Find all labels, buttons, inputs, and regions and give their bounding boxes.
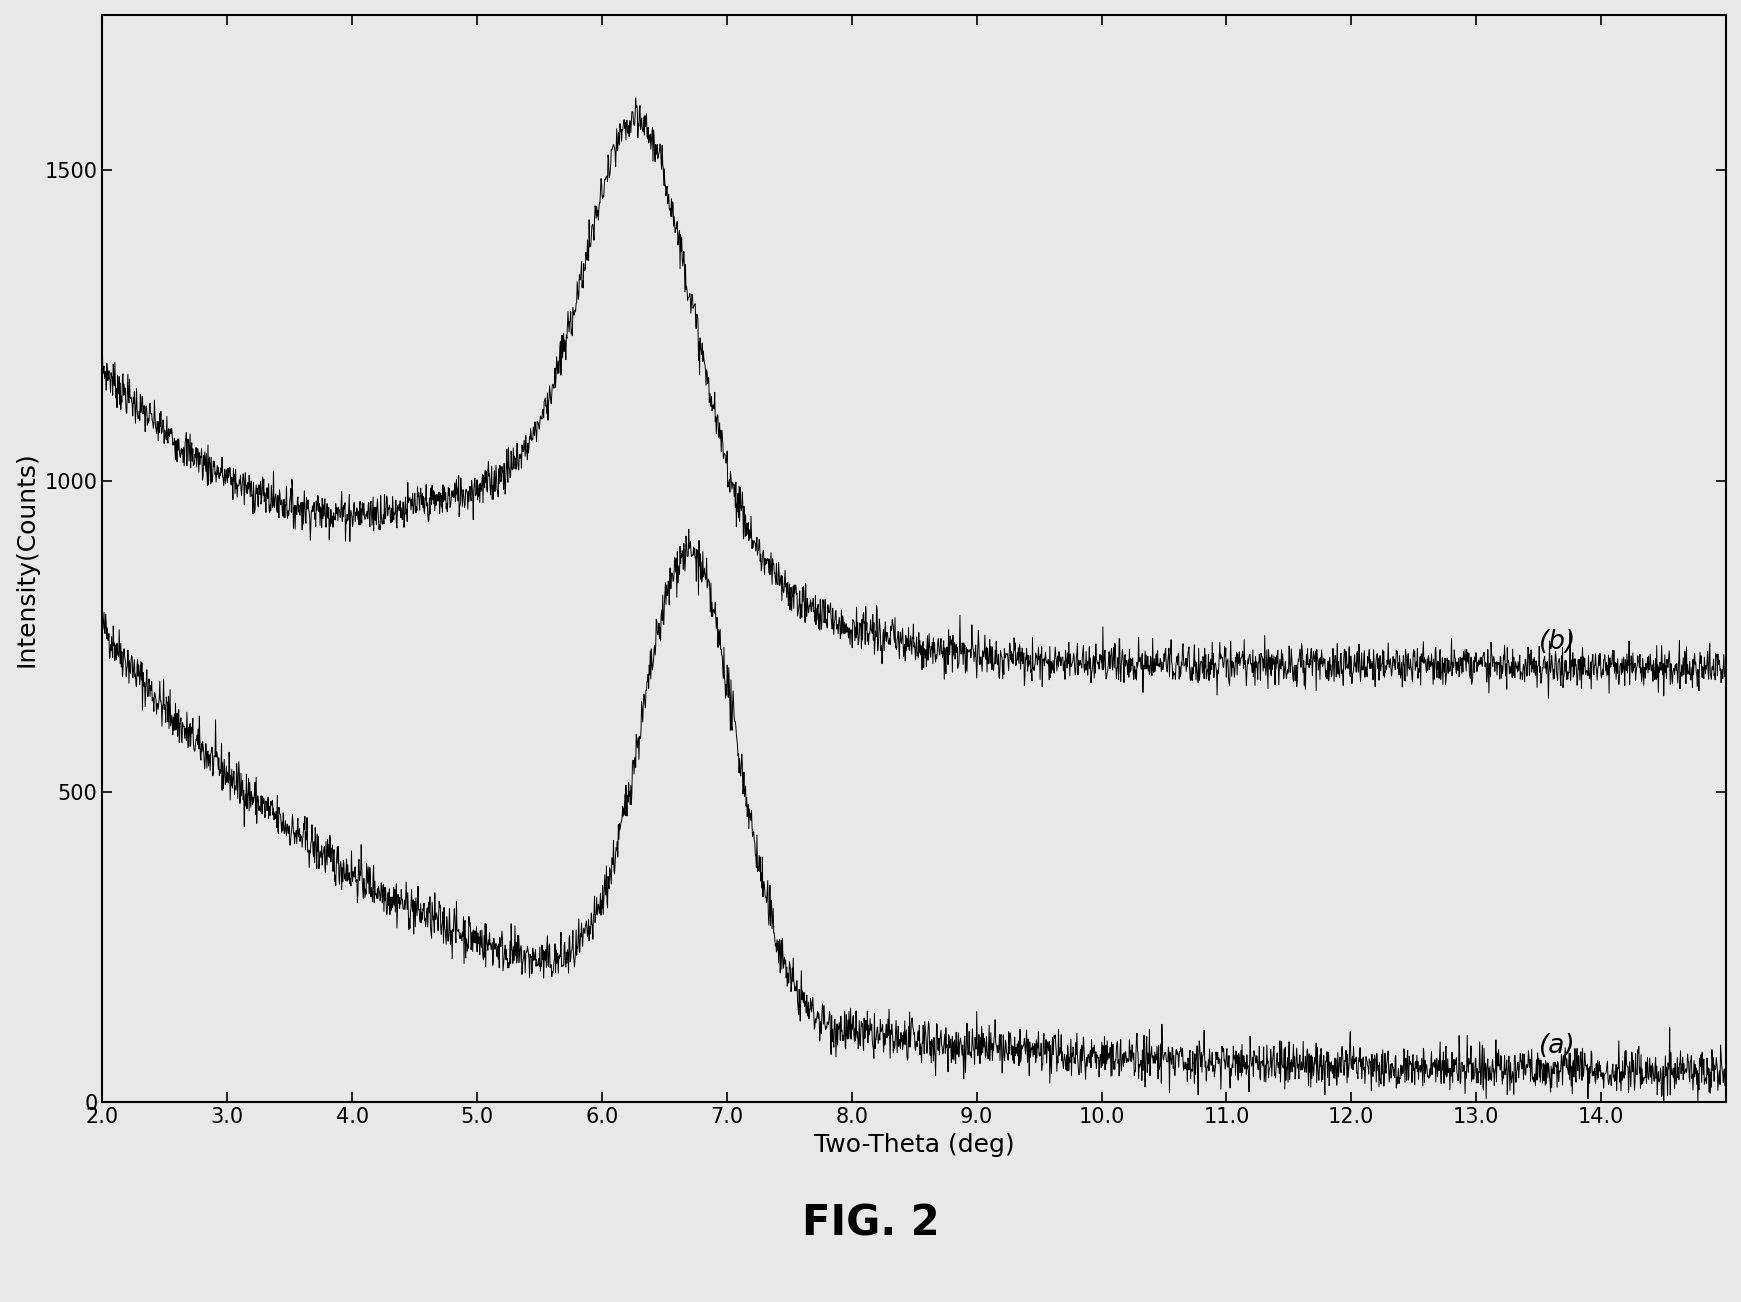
Text: FIG. 2: FIG. 2 <box>801 1203 940 1245</box>
X-axis label: Two-Theta (deg): Two-Theta (deg) <box>813 1133 1015 1156</box>
Text: (a): (a) <box>1539 1032 1576 1059</box>
Y-axis label: Intensity(Counts): Intensity(Counts) <box>16 450 38 667</box>
Text: (b): (b) <box>1539 629 1576 655</box>
